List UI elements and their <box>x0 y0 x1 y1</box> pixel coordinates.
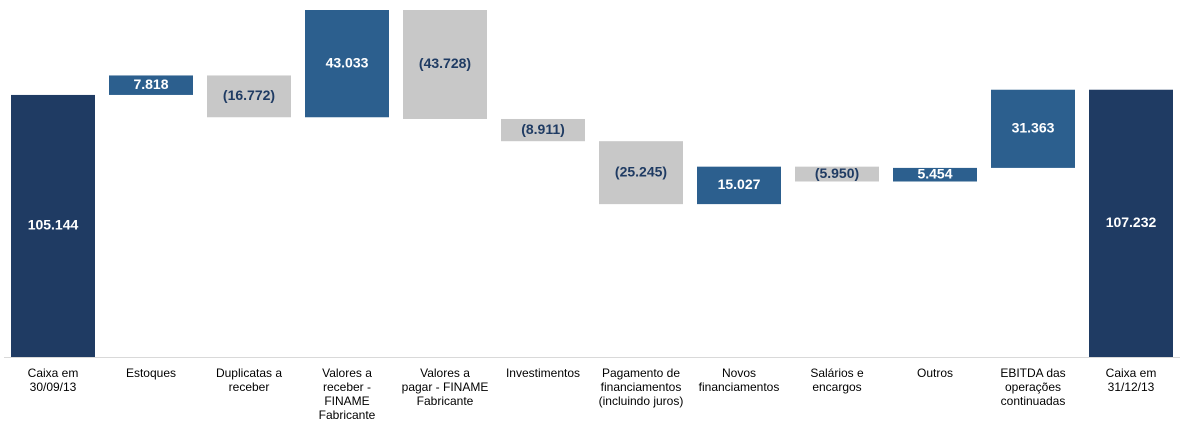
value-label: (8.911) <box>521 121 565 137</box>
bar <box>109 75 193 95</box>
value-label: 31.363 <box>1012 120 1055 136</box>
category-label: Pagamento de financiamentos (incluindo j… <box>598 366 684 408</box>
value-label: 15.027 <box>718 176 761 192</box>
value-label: 105.144 <box>28 217 79 233</box>
category-label: Novos financiamentos <box>698 366 780 394</box>
category-label: Investimentos <box>505 366 581 380</box>
value-label: (5.950) <box>815 165 859 181</box>
category-label: Valores a pagar - FINAME Fabricante <box>401 366 489 408</box>
value-label: 43.033 <box>326 54 369 70</box>
category-label: Caixa em 30/09/13 <box>27 366 79 394</box>
bar <box>697 166 781 205</box>
category-label: Caixa em 31/12/13 <box>1105 366 1157 394</box>
bar <box>11 94 95 357</box>
category-label: Duplicatas a receber <box>215 366 283 394</box>
value-label: 5.454 <box>917 165 952 181</box>
value-label: (16.772) <box>223 87 275 103</box>
bar <box>501 118 585 142</box>
value-label: 107.232 <box>1106 214 1157 230</box>
value-label: 7.818 <box>133 76 168 92</box>
category-label: Valores a receber - FINAME Fabricante <box>318 366 376 422</box>
bar <box>599 141 683 205</box>
category-label: Salários e encargos <box>810 366 864 394</box>
value-label: (43.728) <box>419 55 471 71</box>
bar <box>893 167 977 182</box>
bar <box>991 89 1075 168</box>
category-label: Outros <box>916 366 953 380</box>
category-label: Estoques <box>125 366 177 380</box>
bar <box>1089 89 1173 358</box>
bar <box>403 10 487 119</box>
bar <box>207 75 291 118</box>
bar <box>305 10 389 118</box>
category-label: EBITDA das operações continuadas <box>1000 366 1066 408</box>
value-label: (25.245) <box>615 163 667 179</box>
bar <box>795 166 879 182</box>
